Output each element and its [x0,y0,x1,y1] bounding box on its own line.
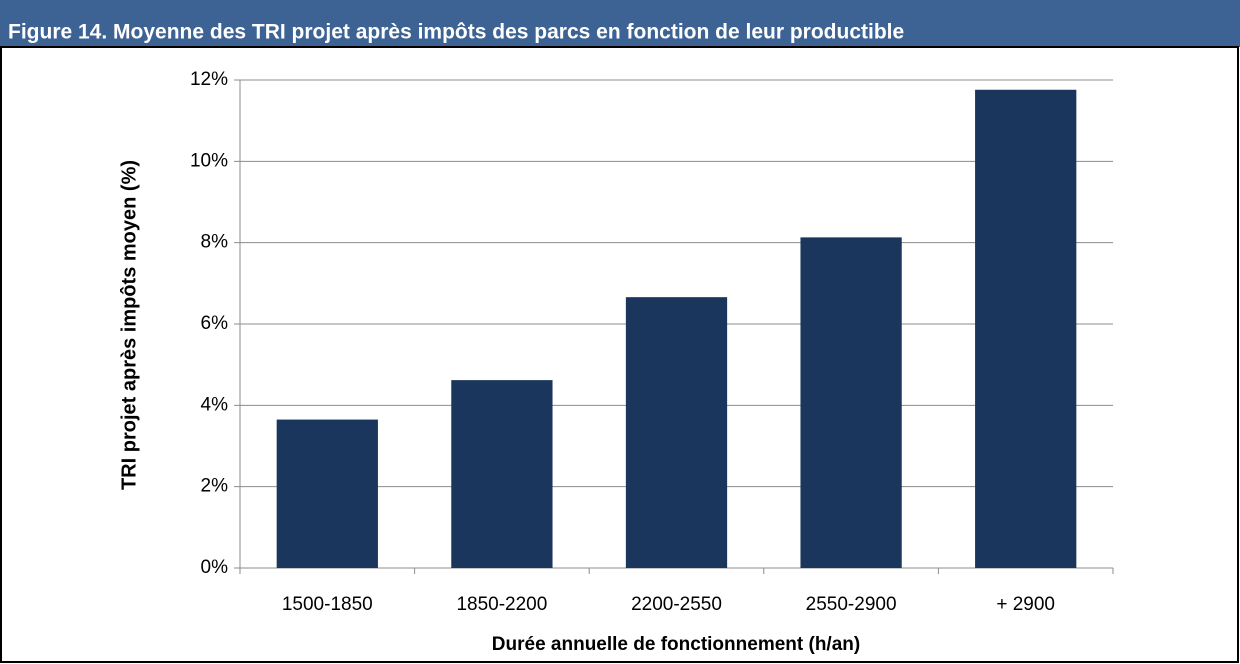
bar [625,297,728,568]
x-axis-title: Durée annuelle de fonctionnement (h/an) [492,634,860,655]
x-tick-label: + 2900 [996,594,1055,615]
y-axis-title: TRI projet après impôts moyen (%) [118,160,140,490]
bar [975,89,1077,568]
bar [276,419,378,568]
y-tick-label: 8% [201,232,229,253]
frame [0,46,1239,663]
x-tick-label: 1500-1850 [282,594,373,615]
chart-title: Figure 14. Moyenne des TRI projet après … [8,21,904,44]
bar [800,237,902,568]
x-tick-label: 2200-2550 [631,594,722,615]
y-tick-label: 6% [201,313,229,334]
y-tick-label: 0% [201,557,229,578]
y-tick-label: 2% [201,476,229,497]
y-tick-label: 4% [201,394,229,415]
bar [451,380,553,568]
y-tick-label: 12% [190,69,228,90]
x-tick-label: 2550-2900 [806,594,897,615]
x-tick-label: 1850-2200 [456,594,547,615]
title-band [0,0,1240,47]
y-tick-label: 10% [190,150,228,171]
